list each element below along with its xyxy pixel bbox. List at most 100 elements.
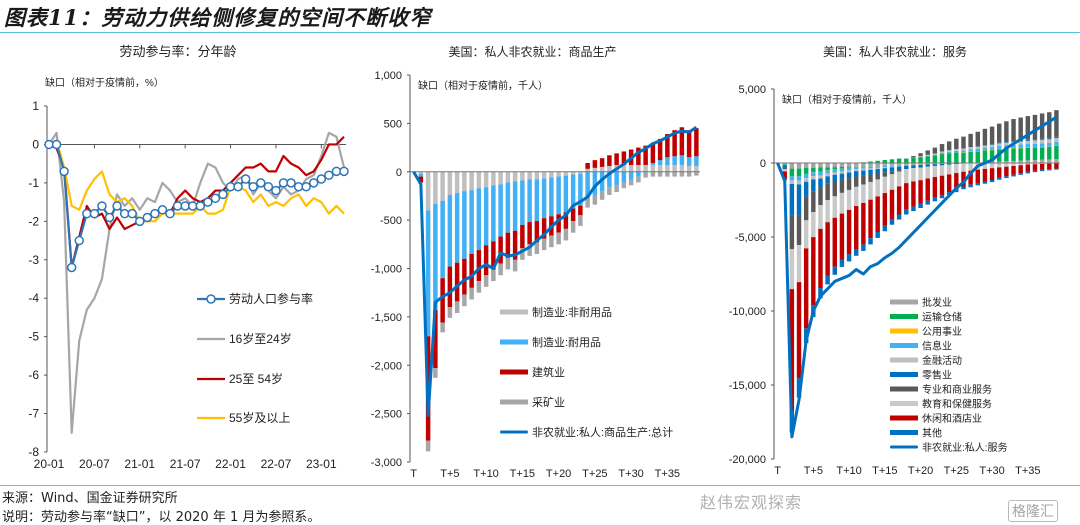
bar-segment [839, 163, 845, 167]
bar-segment [868, 163, 873, 167]
bar-segment [1018, 165, 1023, 174]
bar-segment [968, 147, 973, 150]
bar-segment [882, 193, 888, 226]
x-tick-label: T+35 [655, 468, 680, 480]
bar-segment [868, 161, 873, 163]
bar-segment [585, 163, 590, 169]
legend-swatch [500, 369, 528, 375]
y-tick-label: -10,000 [729, 306, 766, 318]
data-point [286, 178, 296, 188]
data-point [150, 208, 160, 219]
bar-segment [614, 171, 619, 186]
y-tick-label: 0 [32, 137, 39, 151]
bar-segment [1004, 176, 1009, 179]
bar-segment [789, 163, 795, 169]
bar-segment [904, 209, 909, 215]
data-point [51, 139, 62, 150]
bar-segment [462, 258, 467, 295]
bar-segment [505, 232, 511, 258]
bar-segment [1018, 163, 1023, 166]
total-line [412, 125, 698, 418]
bar-segment [1025, 164, 1031, 172]
chart-title: 美国：私人非农就业：商品生产 [448, 44, 616, 59]
chart-title: 劳动参与率：分年龄 [119, 44, 236, 59]
bar-segment [1054, 141, 1059, 146]
bar-segment [578, 205, 583, 216]
bar-segment [418, 176, 424, 183]
bar-segment [1047, 143, 1052, 147]
bar-segment [643, 164, 648, 172]
y-axis-label: 缺口（相对于疫情前，千人） [418, 79, 548, 92]
bar-segment [997, 148, 1002, 150]
bar-segment [607, 155, 612, 166]
bar-segment [1025, 163, 1031, 165]
bar-segment [1011, 148, 1016, 149]
bar-segment [549, 171, 554, 178]
data-point [135, 216, 145, 227]
bar-segment [607, 171, 612, 188]
bar-segment [491, 269, 496, 282]
legend-swatch [500, 399, 528, 405]
bar-segment [932, 165, 938, 178]
bar-segment [968, 170, 973, 185]
bar-segment [918, 164, 923, 168]
bar-segment [498, 236, 503, 264]
bar-segment [811, 167, 816, 173]
bar-segment [868, 238, 873, 245]
data-point [59, 166, 69, 177]
bar-segment [592, 171, 598, 195]
bar-segment [975, 148, 980, 152]
bar-segment [875, 169, 880, 174]
bar-segment [818, 163, 823, 168]
bar-segment [975, 182, 980, 186]
bar-segment [694, 128, 699, 157]
bar-segment [925, 164, 930, 167]
bar-segment [782, 171, 787, 179]
bar-segment [512, 171, 518, 182]
y-tick-label: -15,000 [729, 380, 766, 392]
bar-segment [476, 281, 482, 293]
bar-segment [832, 266, 837, 275]
bar-segment [846, 254, 852, 262]
bar-segment [925, 178, 930, 201]
legend-swatch [890, 328, 918, 334]
bar-segment [861, 175, 866, 185]
bar-segment [520, 171, 525, 181]
bar-segment [861, 202, 866, 245]
bar-segment [541, 238, 547, 251]
bar-segment [911, 156, 916, 158]
y-axis-label: 缺口（相对于疫情前，千人） [782, 93, 912, 106]
data-point [127, 208, 137, 219]
bar-segment [854, 176, 859, 187]
top-divider [0, 32, 1080, 33]
bar-segment [946, 151, 952, 154]
data-point [248, 181, 258, 192]
bar-segment [861, 166, 866, 169]
bar-segment [989, 144, 995, 145]
bar-segment [882, 176, 888, 194]
bar-segment [1011, 174, 1016, 177]
y-tick-label: -1,000 [371, 264, 402, 276]
bar-segment [570, 221, 576, 233]
bar-segment [628, 179, 634, 186]
bar-segment [556, 176, 561, 215]
bar-segment [896, 166, 902, 171]
bar-segment [1054, 145, 1059, 147]
bar-segment [686, 165, 692, 172]
bar-segment [896, 158, 902, 163]
bar-segment [665, 164, 670, 172]
data-point [82, 208, 92, 219]
bar-segment [861, 184, 866, 203]
series-line-3 [48, 139, 345, 223]
legend-swatch [890, 401, 918, 406]
bar-segment [882, 160, 888, 163]
bar-segment [825, 183, 830, 200]
bar-segment [803, 181, 809, 197]
legend-label: 其他 [922, 427, 942, 440]
data-point [218, 189, 228, 200]
bar-segment [875, 179, 880, 197]
bar-segment [975, 151, 980, 152]
bar-segment [672, 171, 677, 177]
bar-segment [796, 215, 802, 246]
bar-segment [491, 171, 496, 186]
